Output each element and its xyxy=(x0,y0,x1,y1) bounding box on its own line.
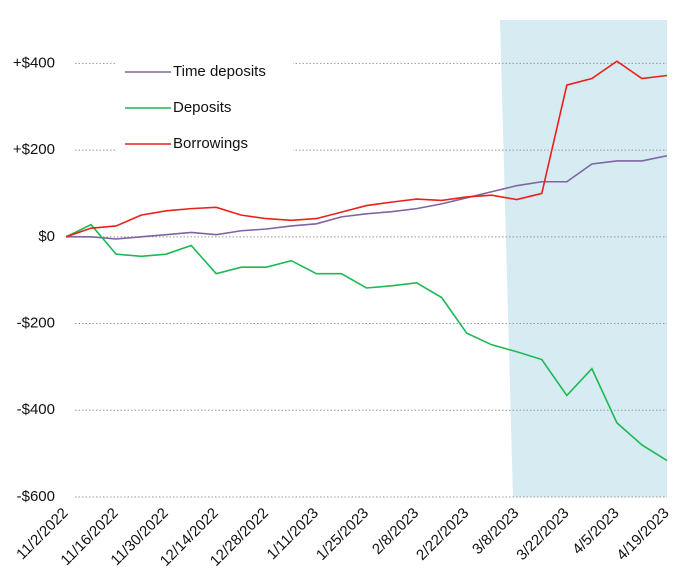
legend-label: Time deposits xyxy=(173,63,266,80)
y-tick-label: +$200 xyxy=(13,141,55,158)
y-tick-label: +$400 xyxy=(13,54,55,71)
y-tick-label: -$200 xyxy=(17,315,55,332)
x-tick-label: 3/22/2023 xyxy=(513,505,572,564)
y-tick-label: -$600 xyxy=(17,488,55,505)
x-tick-label: 2/22/2023 xyxy=(413,505,472,564)
series-line xyxy=(66,154,668,240)
shaded-period xyxy=(500,20,667,497)
legend-label: Deposits xyxy=(173,99,231,116)
x-tick-label: 1/25/2023 xyxy=(313,505,372,564)
series-line xyxy=(65,60,668,238)
legend-label: Borrowings xyxy=(173,135,248,152)
y-tick-label: -$400 xyxy=(17,401,55,418)
y-tick-label: $0 xyxy=(38,228,55,245)
x-tick-label: 4/19/2023 xyxy=(613,505,672,564)
series-line xyxy=(65,223,668,462)
x-tick-label: 1/11/2023 xyxy=(264,505,322,563)
